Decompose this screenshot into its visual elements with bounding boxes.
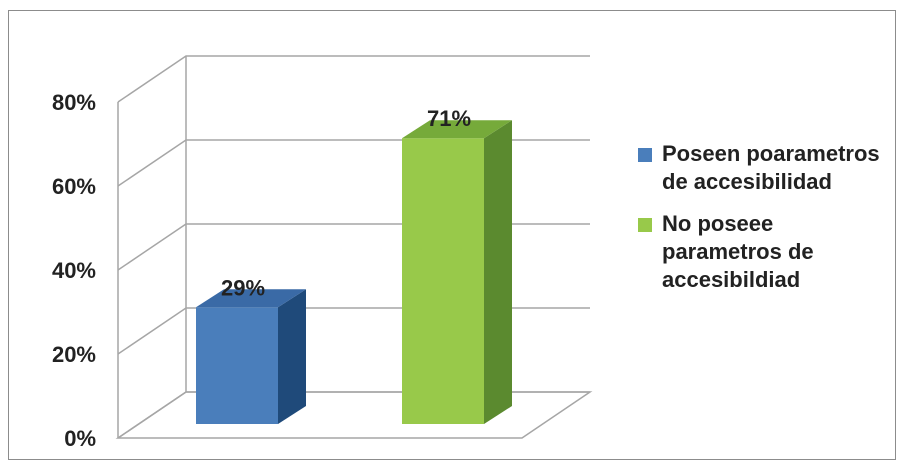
bar-side xyxy=(278,289,306,424)
gridline xyxy=(117,307,590,355)
legend-swatch-no-poseee xyxy=(638,218,652,232)
bar-top xyxy=(402,120,512,139)
y-tick-label: 20% xyxy=(52,342,96,367)
y-tick-label: 0% xyxy=(64,426,96,451)
bars xyxy=(196,120,512,424)
legend: Poseen poarametros de accesibilidad No p… xyxy=(638,140,888,308)
gridline xyxy=(117,223,590,271)
bar-top xyxy=(196,289,306,308)
legend-item-poseen: Poseen poarametros de accesibilidad xyxy=(638,140,888,196)
bar-side xyxy=(484,120,512,424)
data-labels: 29% 71% xyxy=(221,106,471,300)
y-axis-ticks: 0% 20% 40% 60% 80% xyxy=(52,90,96,451)
gridline xyxy=(117,391,590,439)
gridline xyxy=(117,55,590,103)
y-tick-label: 80% xyxy=(52,90,96,115)
chart-walls xyxy=(115,56,593,439)
y-tick-label: 40% xyxy=(52,258,96,283)
legend-label-poseen: Poseen poarametros de accesibilidad xyxy=(662,141,880,194)
data-label: 71% xyxy=(427,106,471,131)
bar-front xyxy=(196,307,278,424)
bar-front xyxy=(402,138,484,424)
data-label: 29% xyxy=(221,275,265,300)
legend-swatch-poseen xyxy=(638,148,652,162)
gridline xyxy=(117,139,590,187)
legend-item-no-poseee: No poseee parametros de accesibildiad xyxy=(638,210,888,294)
y-tick-label: 60% xyxy=(52,174,96,199)
floor xyxy=(115,391,593,439)
gridlines xyxy=(117,55,590,439)
legend-label-no-poseee: No poseee parametros de accesibildiad xyxy=(662,211,814,292)
